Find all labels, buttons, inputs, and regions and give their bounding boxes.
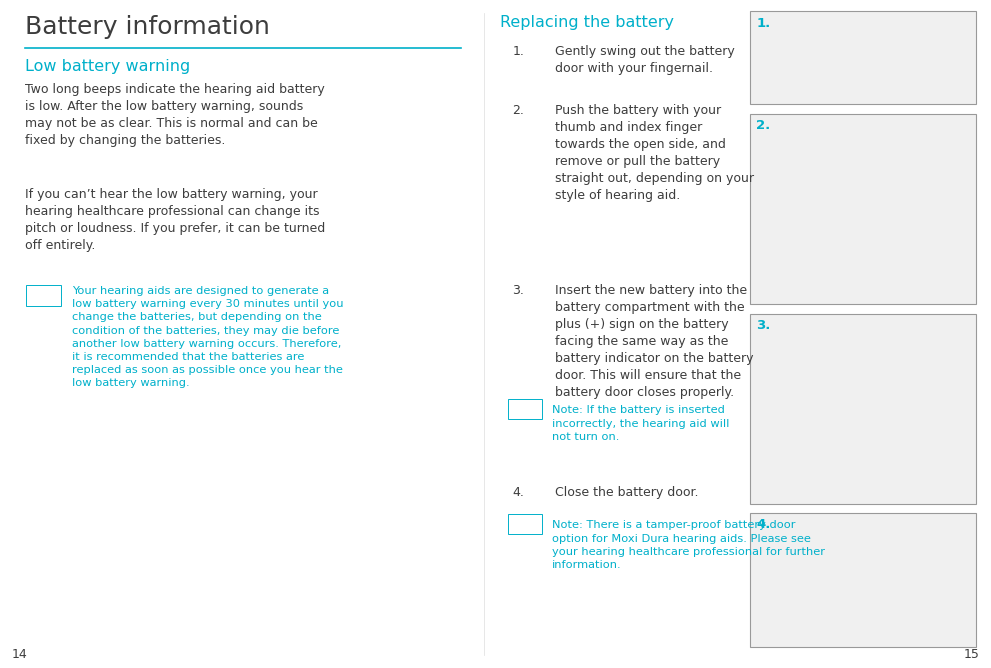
Text: 2.: 2.	[756, 119, 770, 132]
FancyBboxPatch shape	[750, 114, 976, 304]
FancyBboxPatch shape	[508, 514, 542, 534]
Text: Insert the new battery into the
battery compartment with the
plus (+) sign on th: Insert the new battery into the battery …	[555, 284, 753, 399]
FancyBboxPatch shape	[26, 285, 61, 306]
Text: 15: 15	[963, 649, 979, 661]
Text: 4.: 4.	[756, 518, 771, 531]
Text: i: i	[523, 519, 527, 528]
Text: Your hearing aids are designed to generate a
low battery warning every 30 minute: Your hearing aids are designed to genera…	[72, 286, 344, 388]
Text: Replacing the battery: Replacing the battery	[500, 15, 675, 29]
Text: i: i	[42, 291, 46, 300]
Text: Push the battery with your
thumb and index finger
towards the open side, and
rem: Push the battery with your thumb and ind…	[555, 104, 754, 202]
Text: 3.: 3.	[756, 319, 771, 332]
Text: 4.: 4.	[512, 486, 524, 498]
Text: Low battery warning: Low battery warning	[25, 59, 190, 73]
Text: Note: If the battery is inserted
incorrectly, the hearing aid will
not turn on.: Note: If the battery is inserted incorre…	[552, 405, 729, 442]
Text: 14: 14	[12, 649, 28, 661]
FancyBboxPatch shape	[750, 314, 976, 504]
Text: 1.: 1.	[756, 17, 770, 29]
Text: If you can’t hear the low battery warning, your
hearing healthcare professional : If you can’t hear the low battery warnin…	[25, 188, 325, 253]
Text: Two long beeps indicate the hearing aid battery
is low. After the low battery wa: Two long beeps indicate the hearing aid …	[25, 83, 324, 147]
FancyBboxPatch shape	[750, 513, 976, 647]
Text: 1.: 1.	[512, 45, 524, 58]
Text: i: i	[523, 404, 527, 413]
Text: Note: There is a tamper-proof battery door
option for Moxi Dura hearing aids. Pl: Note: There is a tamper-proof battery do…	[552, 520, 825, 570]
FancyBboxPatch shape	[750, 11, 976, 104]
Text: Close the battery door.: Close the battery door.	[555, 486, 699, 498]
Text: Gently swing out the battery
door with your fingernail.: Gently swing out the battery door with y…	[555, 45, 734, 75]
FancyBboxPatch shape	[508, 399, 542, 419]
Text: 3.: 3.	[512, 284, 524, 297]
Text: 2.: 2.	[512, 104, 524, 116]
Text: Battery information: Battery information	[25, 15, 270, 39]
